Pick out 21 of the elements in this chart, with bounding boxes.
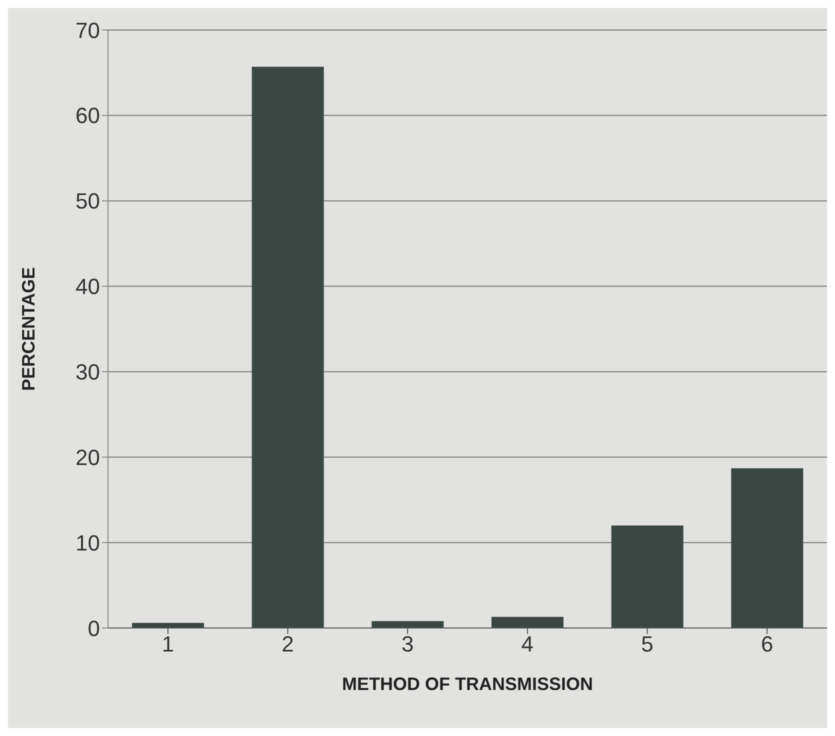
x-tick-label: 4 — [521, 632, 534, 657]
y-tick-label: 50 — [76, 188, 100, 214]
y-tick-label: 0 — [88, 616, 100, 641]
y-tick-label: 70 — [76, 18, 100, 43]
bar — [252, 66, 324, 628]
bar — [372, 621, 444, 628]
y-tick-label: 10 — [76, 530, 100, 556]
y-tick-label: 60 — [76, 103, 100, 128]
x-tick-label: 5 — [641, 632, 654, 657]
y-tick-label: 30 — [76, 360, 100, 385]
y-axis-title: PERCENTAGE — [18, 267, 38, 391]
x-tick-label: 1 — [162, 632, 174, 657]
bar — [611, 525, 684, 628]
bar — [731, 468, 804, 628]
bar — [492, 616, 564, 628]
x-axis-title: METHOD OF TRANSMISSION — [342, 674, 593, 694]
y-tick-label: 20 — [76, 444, 100, 470]
y-tick-label: 40 — [76, 274, 100, 300]
x-tick-label: 2 — [282, 632, 294, 657]
x-tick-label: 3 — [401, 632, 414, 657]
x-tick-label: 6 — [760, 632, 774, 657]
